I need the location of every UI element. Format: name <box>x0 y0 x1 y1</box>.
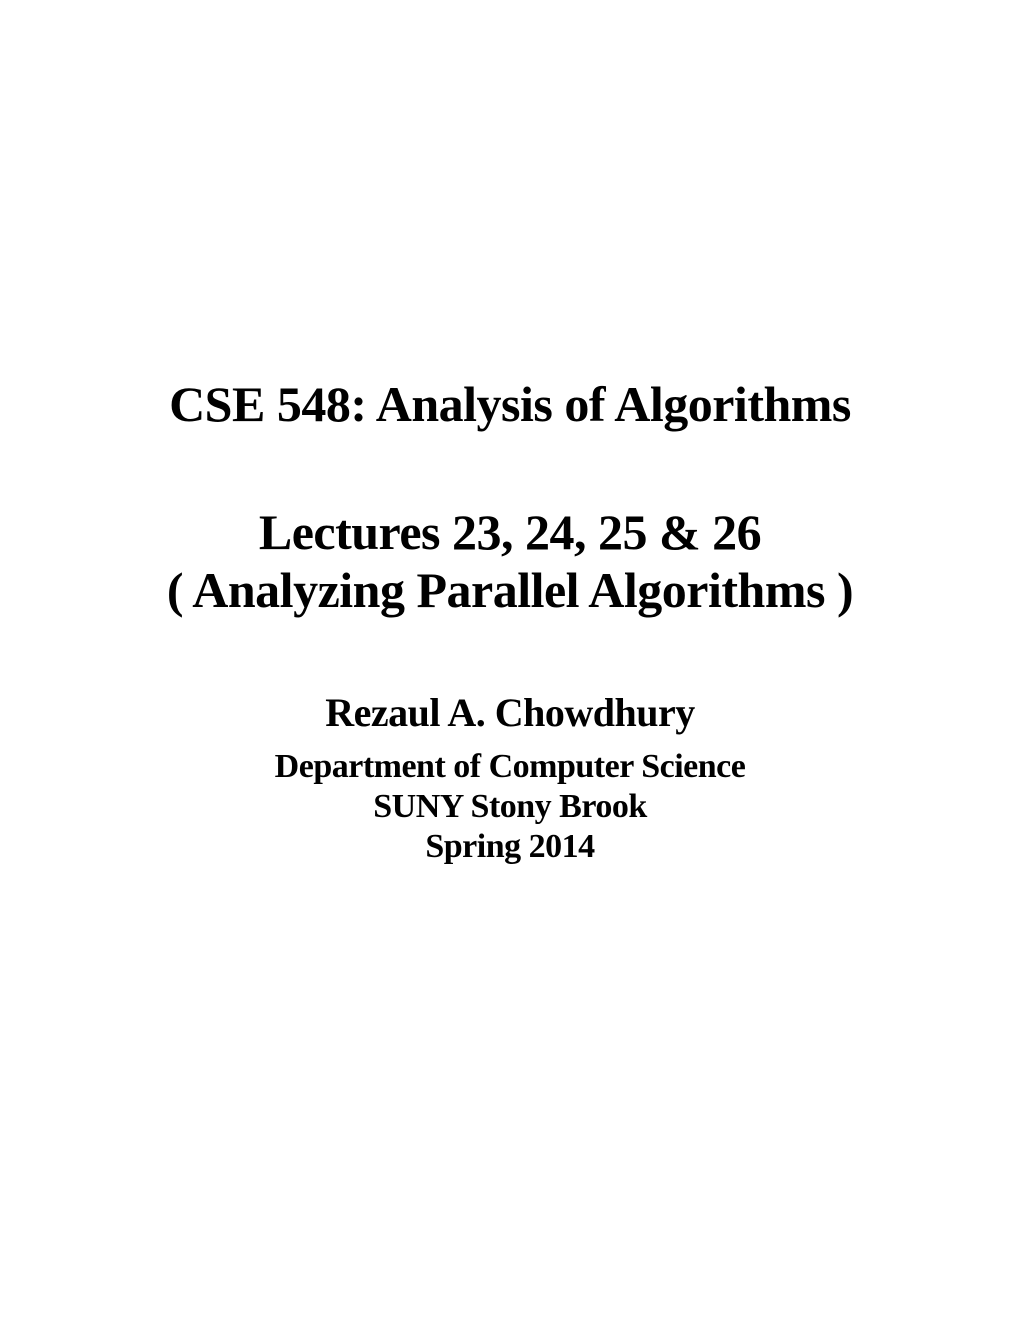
slide-container: CSE 548: Analysis of Algorithms Lectures… <box>0 375 1020 866</box>
lecture-title-line-2: ( Analyzing Parallel Algorithms ) <box>60 561 960 619</box>
department-name: Department of Computer Science <box>60 748 960 786</box>
author-name: Rezaul A. Chowdhury <box>60 689 960 736</box>
semester-label: Spring 2014 <box>60 828 960 866</box>
course-title: CSE 548: Analysis of Algorithms <box>60 375 960 433</box>
institution-name: SUNY Stony Brook <box>60 788 960 826</box>
lecture-title-line-1: Lectures 23, 24, 25 & 26 <box>60 503 960 561</box>
